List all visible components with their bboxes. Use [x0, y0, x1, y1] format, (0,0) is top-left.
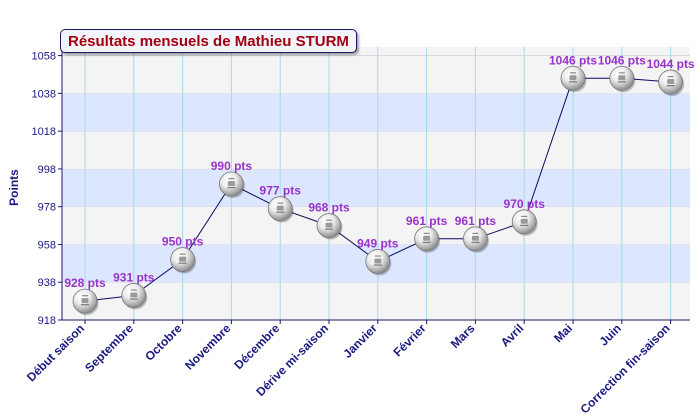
data-label: 949 pts	[357, 236, 399, 250]
ball-logo-icon	[72, 288, 99, 316]
data-label: 961 pts	[455, 214, 497, 228]
ball-logo-icon	[170, 247, 197, 274]
x-tick-label: Octobre	[142, 321, 185, 364]
data-label: 1044 pts	[647, 57, 695, 71]
ball-logo-icon	[414, 226, 441, 253]
data-label: 977 pts	[260, 184, 302, 198]
y-tick-label: 998	[38, 164, 56, 176]
data-label: 970 pts	[504, 197, 546, 211]
ball-logo-icon	[609, 65, 636, 93]
y-tick-label: 958	[38, 239, 56, 251]
chart-title-box: Résultats mensuels de Mathieu STURM	[60, 29, 357, 53]
ball-logo-icon	[316, 213, 343, 240]
x-tick-label: Décembre	[231, 321, 282, 372]
grid-band	[62, 55, 690, 94]
data-label: 990 pts	[211, 159, 253, 173]
y-tick-label: 1038	[32, 88, 56, 100]
y-axis-label: Points	[7, 169, 21, 206]
data-label: 928 pts	[64, 276, 106, 290]
y-tick-label: 978	[38, 202, 56, 214]
data-label: 968 pts	[308, 201, 350, 215]
grid-band	[62, 206, 690, 245]
x-tick-label: Mai	[551, 321, 575, 345]
data-labels: 928 pts 931 pts 950 pts 990 pts 977 pts 968 p…	[64, 53, 695, 290]
data-markers	[72, 65, 685, 316]
ball-logo-icon	[121, 283, 148, 310]
data-label: 950 pts	[162, 235, 204, 249]
x-tick-label: Début saison	[24, 321, 87, 384]
ball-logo-icon	[560, 65, 587, 93]
y-tick-label: 918	[38, 315, 56, 327]
ball-logo-icon	[511, 209, 538, 236]
y-tick-labels: 918 938 958 978 998 1018 1038 1058	[32, 51, 62, 327]
ball-logo-icon	[365, 249, 392, 276]
data-label: 1046 pts	[549, 53, 597, 67]
data-label: 931 pts	[113, 270, 155, 284]
data-label: 961 pts	[406, 214, 448, 228]
x-tick-label: Novembre	[182, 321, 234, 373]
x-tick-label: Juin	[597, 321, 624, 348]
x-tick-label: Mars	[448, 321, 478, 351]
grid-band	[62, 131, 690, 169]
grid-band	[62, 93, 690, 132]
ball-logo-icon	[658, 69, 685, 97]
background-bands	[62, 47, 690, 320]
x-tick-label: Avril	[498, 321, 526, 349]
grid-band	[62, 168, 690, 207]
axes	[61, 47, 690, 321]
x-tick-label: Janvier	[340, 321, 380, 361]
y-tick-label: 1018	[32, 126, 56, 138]
y-tick-label: 938	[38, 277, 56, 289]
y-tick-label: 1058	[32, 51, 56, 63]
data-label: 1046 pts	[598, 53, 646, 67]
vertical-gridlines	[84, 47, 672, 320]
chart-title: Résultats mensuels de Mathieu STURM	[68, 32, 349, 50]
ball-logo-icon	[267, 196, 294, 223]
x-tick-label: Septembre	[82, 321, 136, 375]
x-tick-label: Correction fin-saison	[577, 321, 672, 416]
ball-logo-icon	[218, 171, 245, 199]
x-tick-label: Février	[391, 321, 429, 359]
ball-logo-icon	[462, 226, 489, 253]
grid-band	[62, 282, 690, 320]
